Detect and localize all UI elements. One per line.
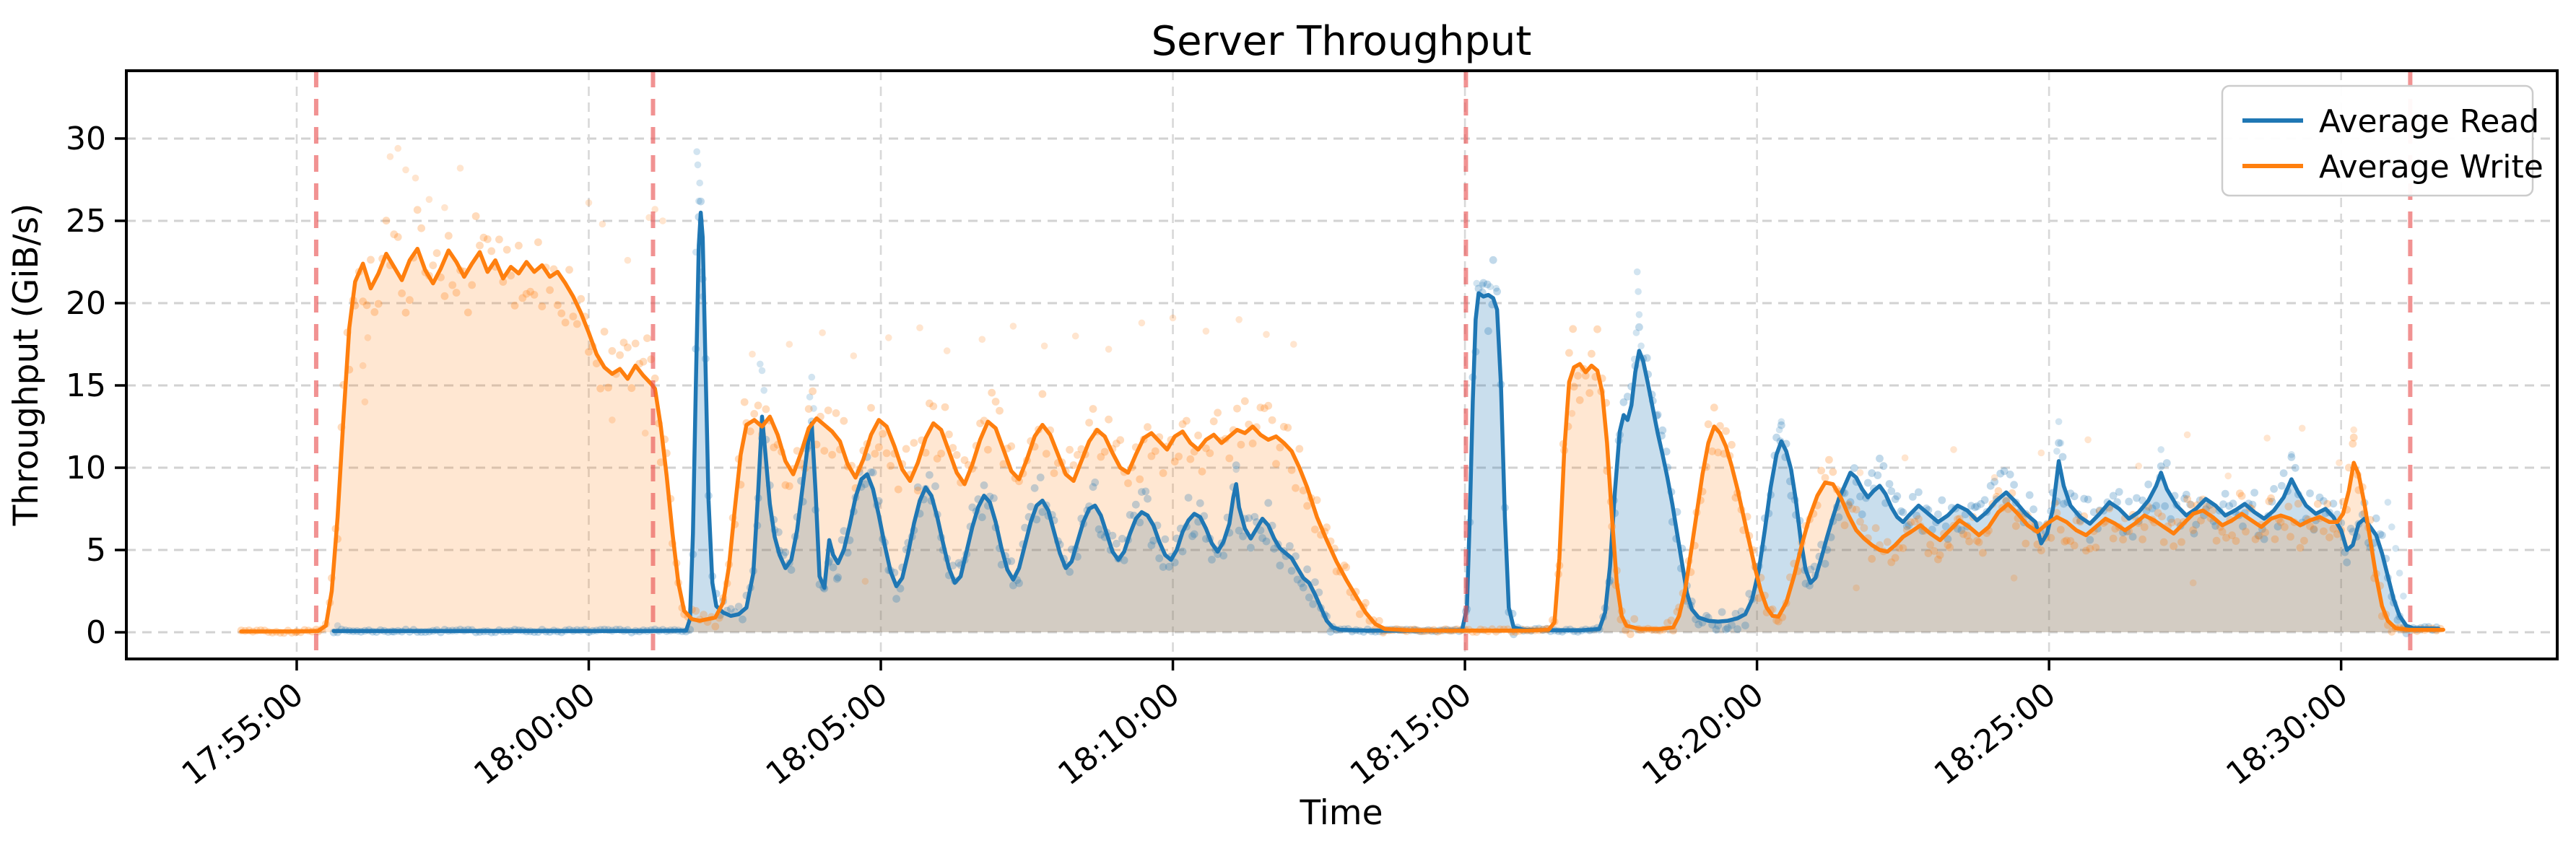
y-tick-label: 5 — [86, 532, 106, 569]
x-tick-labels: 17:55:00 18:00:00 18:05:00 18:10:00 18:15:00… — [175, 676, 2355, 792]
axes-spines-and-ticks — [115, 69, 2559, 671]
average-lines — [239, 210, 2445, 634]
legend-label-write: Average Write — [2319, 149, 2544, 185]
y-tick-label: 30 — [66, 121, 106, 157]
legend: Average Read Average Write — [2221, 84, 2544, 197]
x-tick-label: 18:30:00 — [2219, 676, 2354, 792]
y-tick-labels: 0 5 10 15 20 25 30 — [66, 121, 106, 651]
x-tick-label: 18:25:00 — [1928, 676, 2063, 792]
y-tick-label: 0 — [86, 614, 106, 651]
x-axis-label: Time — [1299, 793, 1383, 833]
x-tick-label: 18:05:00 — [760, 676, 895, 792]
legend-label-read: Average Read — [2319, 103, 2539, 140]
y-tick-label: 15 — [66, 367, 106, 404]
y-tick-label: 25 — [66, 203, 106, 240]
area-fills — [241, 212, 2444, 633]
y-axis-label: Throughput (GiB/s) — [6, 204, 46, 527]
chart-title: Server Throughput — [1152, 18, 1532, 65]
y-tick-label: 10 — [66, 450, 106, 486]
x-tick-label: 18:15:00 — [1344, 676, 1479, 792]
x-tick-label: 17:55:00 — [175, 676, 310, 792]
x-tick-label: 18:10:00 — [1051, 676, 1186, 792]
event-marker-lines — [313, 71, 2413, 659]
x-tick-label: 18:00:00 — [467, 676, 602, 792]
y-tick-label: 20 — [66, 285, 106, 322]
x-tick-label: 18:20:00 — [1635, 676, 1770, 792]
